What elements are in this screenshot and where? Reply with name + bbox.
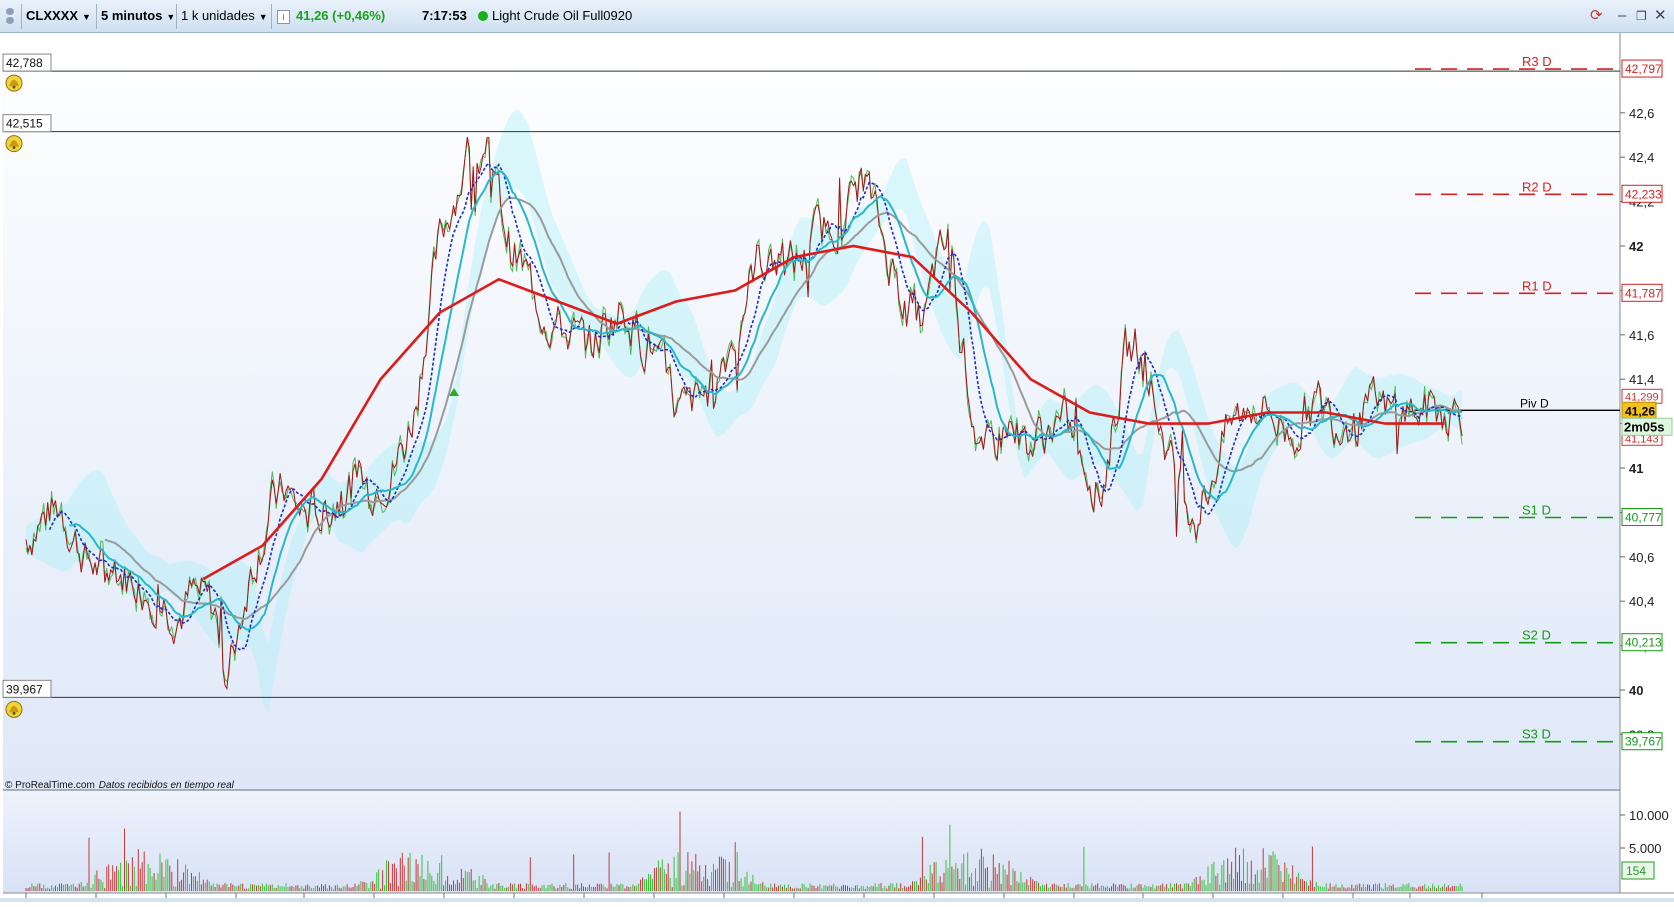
timeframe-label: 5 minutos (101, 8, 163, 23)
status-dot-icon (478, 11, 488, 21)
price-axis-label: 40 (1629, 683, 1643, 698)
volume-axis-label: 10.000 (1629, 808, 1669, 823)
bell-icon (5, 135, 23, 153)
chart-area[interactable]: 42,642,442,24241,841,641,441,24140,840,6… (0, 33, 1674, 907)
pivot-value: 40,777 (1625, 511, 1662, 525)
refresh-icon[interactable]: ⟳ (1590, 7, 1603, 24)
toolbar-divider (271, 4, 272, 29)
chevron-down-icon: ▼ (166, 12, 176, 22)
pivot-value: 42,233 (1625, 187, 1662, 201)
price-line-main (25, 136, 1463, 691)
toolbar-divider (96, 4, 97, 29)
attribution-text: © ProRealTime.com Datos recibidos en tiem… (5, 780, 235, 791)
pivot-value: 42,797 (1625, 62, 1662, 76)
symbol-label: CLXXXX (26, 8, 79, 23)
price-axis-label: 40,6 (1629, 550, 1654, 565)
pivot-value: 41,787 (1625, 286, 1662, 300)
current-price-value: 41,26 (1625, 404, 1655, 418)
ma-dotted-line (48, 162, 1463, 651)
restore-icon[interactable]: ❐ (1636, 9, 1647, 23)
price-chart-canvas[interactable]: 42,642,442,24241,841,641,441,24140,840,6… (0, 33, 1674, 907)
countdown-value: 2m05s (1624, 419, 1664, 434)
clock-time: 7:17:53 (422, 8, 467, 23)
close-icon[interactable]: ✕ (1654, 7, 1667, 24)
pivot-label: S3 D (1522, 727, 1551, 742)
moving-averages (48, 162, 1463, 651)
pivot-label: R1 D (1522, 278, 1552, 293)
alert-label-box (2, 114, 52, 133)
units-label: 1 k unidades (181, 8, 255, 23)
price-axis-label: 42,4 (1629, 150, 1654, 165)
horizontal-scrollbar[interactable] (0, 898, 1674, 902)
symbol-selector[interactable]: CLXXXX ▼ (26, 5, 91, 27)
pivot-value-box (1621, 633, 1663, 652)
alert-lines: 42,788 42,515 39,967 (2, 53, 1620, 718)
alert-label-box (2, 53, 52, 72)
bracket-high-value: 41,299 (1625, 391, 1659, 403)
volume-panel-bg (3, 790, 1620, 893)
price-axis-label: 42,6 (1629, 106, 1654, 121)
pivot-label: Piv D (1520, 396, 1549, 410)
price-line-green (25, 137, 1463, 683)
price-axis-label: 41,4 (1629, 372, 1654, 387)
ma-fast-line (69, 169, 1463, 631)
pivot-value-box (1621, 59, 1663, 78)
ichimoku-cloud-area (26, 108, 1463, 714)
alert-label: 39,967 (6, 682, 43, 696)
pivot-label: S2 D (1522, 628, 1551, 643)
price-axis-label: 41 (1629, 461, 1643, 476)
bell-icon (5, 700, 23, 718)
pivot-label: R2 D (1522, 179, 1552, 194)
pivot-label: R3 D (1522, 54, 1552, 69)
price-axis-label: 40,4 (1629, 594, 1654, 609)
price-lines (25, 136, 1463, 691)
chevron-down-icon: ▼ (82, 12, 91, 22)
price-panel-bg (3, 33, 1620, 790)
volume-last-value: 154 (1626, 864, 1646, 878)
ma-long-line (202, 244, 1445, 581)
price-change: 41,26 (+0,46%) (296, 8, 386, 23)
toolbar-divider (21, 4, 22, 29)
ichimoku-cloud (26, 108, 1463, 714)
volume-last-box (1621, 861, 1655, 880)
alert-label-box (2, 679, 52, 698)
buy-arrow-icon (449, 388, 459, 396)
pivot-lines: R3 D 42,797 R2 D 42,233 R1 D 41,787 Piv D S1 D 4… (1415, 54, 1663, 751)
pivot-value-box (1621, 508, 1663, 527)
bracket-low-value: 41,143 (1625, 433, 1659, 445)
instrument-label: Light Crude Oil Full0920 (492, 8, 633, 23)
price-axis-label: 41,6 (1629, 328, 1654, 343)
minimize-icon[interactable]: – (1618, 7, 1627, 24)
info-icon: i (277, 10, 290, 24)
countdown-box (1621, 417, 1673, 436)
alert-label: 42,515 (6, 117, 43, 131)
price-axis-label: 42 (1629, 239, 1643, 254)
bell-icon (5, 74, 23, 92)
alert-label: 42,788 (6, 56, 43, 70)
units-selector[interactable]: 1 k unidades ▼ (181, 5, 268, 27)
volume-axis-label: 5.000 (1629, 841, 1662, 856)
chart-toolbar: CLXXXX ▼ 5 minutos ▼ 1 k unidades ▼ i 41,26… (0, 0, 1674, 33)
pivot-value: 40,213 (1625, 636, 1662, 650)
pivot-label: S1 D (1522, 503, 1551, 518)
volume-bars: 10.000 5.000 154 (25, 808, 1669, 891)
pivot-value-box (1621, 283, 1663, 302)
pivot-value: 39,767 (1625, 735, 1662, 749)
drag-handle[interactable] (6, 8, 15, 26)
chevron-down-icon: ▼ (258, 12, 268, 22)
pivot-value-box (1621, 732, 1663, 751)
info-button[interactable]: i (277, 5, 290, 27)
pivot-value-box (1621, 184, 1663, 203)
timeframe-selector[interactable]: 5 minutos ▼ (101, 5, 175, 27)
instrument-name: Light Crude Oil Full0920 (478, 5, 632, 27)
toolbar-divider (176, 4, 177, 29)
